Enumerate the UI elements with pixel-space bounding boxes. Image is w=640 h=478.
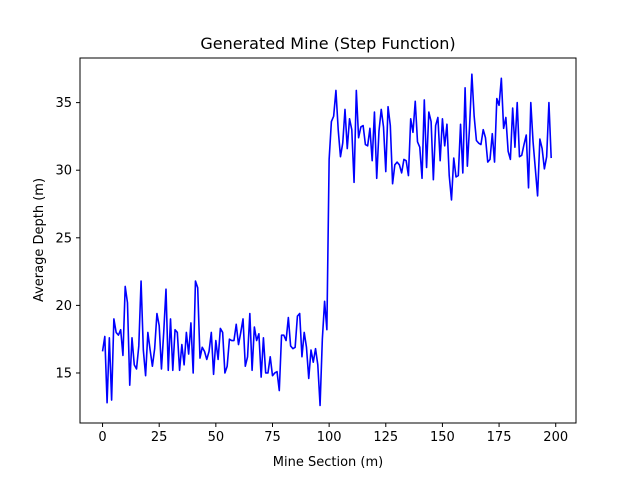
x-tick-label: 100 [317, 430, 342, 445]
y-tick-label: 20 [55, 299, 72, 314]
y-tick-label: 15 [55, 366, 72, 381]
y-tick-label: 25 [55, 231, 72, 246]
x-axis-label: Mine Section (m) [273, 455, 383, 470]
x-tick-label: 0 [98, 430, 106, 445]
chart-title: Generated Mine (Step Function) [200, 34, 455, 53]
x-tick-label: 75 [264, 430, 281, 445]
y-tick-label: 30 [55, 164, 72, 179]
x-tick-label: 150 [430, 430, 455, 445]
x-tick-label: 25 [151, 430, 168, 445]
plot-frame [79, 57, 577, 424]
x-tick-label: 175 [487, 430, 512, 445]
y-axis-label: Average Depth (m) [32, 178, 47, 302]
x-tick-label: 200 [543, 430, 568, 445]
y-tick-label: 35 [55, 96, 72, 111]
x-tick-label: 125 [373, 430, 398, 445]
x-tick-label: 50 [208, 430, 225, 445]
data-line [101, 73, 552, 407]
